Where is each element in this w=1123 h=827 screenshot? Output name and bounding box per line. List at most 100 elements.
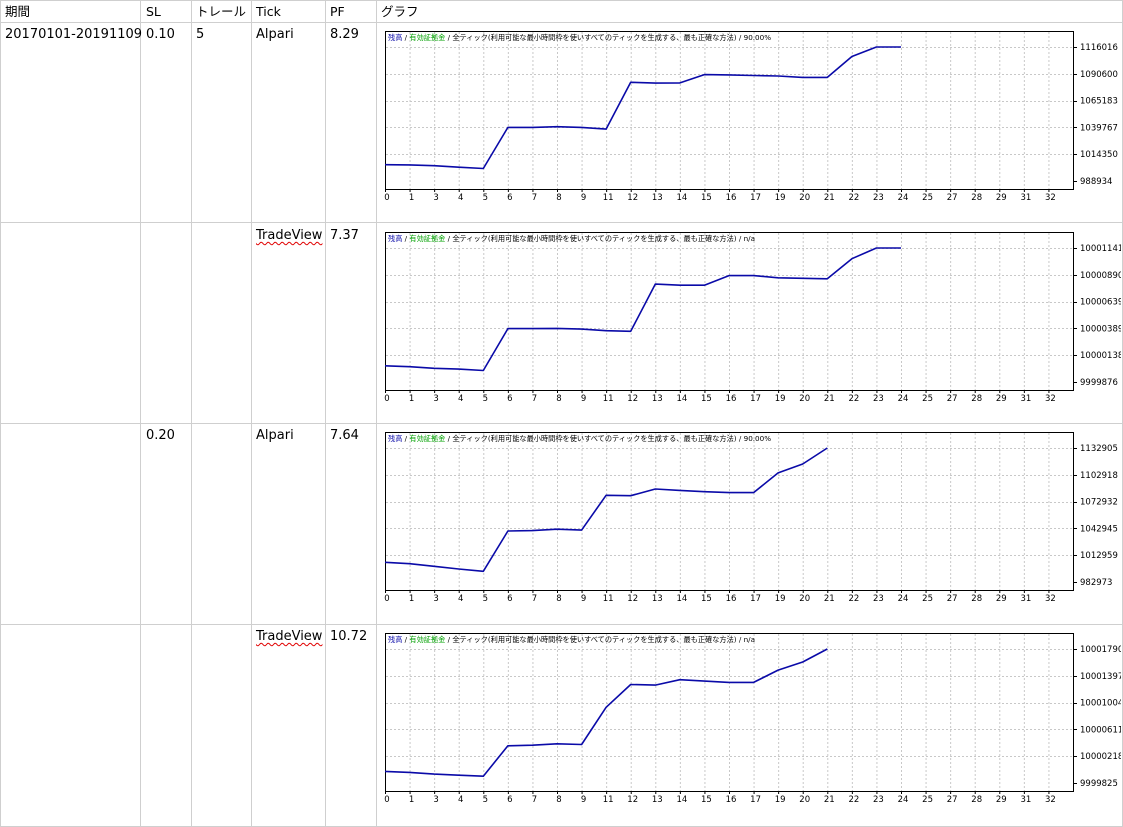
x-tick-label: 22 bbox=[848, 795, 859, 805]
x-tick-label: 19 bbox=[775, 193, 786, 203]
y-tick-label: 1012959 bbox=[1080, 551, 1118, 561]
legend-margin: 有効証拠金 bbox=[409, 635, 445, 644]
x-tick-label: 3 bbox=[433, 394, 438, 404]
y-tick-label: 9999825 bbox=[1080, 779, 1118, 789]
y-tick-label: 1132905 bbox=[1080, 444, 1118, 454]
x-tick-label: 7 bbox=[532, 394, 537, 404]
grid-line bbox=[140, 0, 141, 827]
y-tick-label: 1039767 bbox=[1080, 123, 1118, 133]
x-tick-label: 22 bbox=[848, 193, 859, 203]
legend-text: 残高 / 有効証拠金 / 全ティック(利用可能な最小時間枠を使いすべてのティック… bbox=[388, 635, 755, 644]
cell-pf: 8.29 bbox=[330, 27, 359, 42]
x-tick-label: 23 bbox=[873, 193, 884, 203]
legend-quality: n/a bbox=[744, 234, 755, 243]
x-tick-label: 31 bbox=[1020, 193, 1031, 203]
x-tick-label: 8 bbox=[556, 394, 561, 404]
x-tick-label: 16 bbox=[726, 795, 737, 805]
x-tick-label: 21 bbox=[824, 193, 835, 203]
x-tick-label: 24 bbox=[898, 394, 909, 404]
header-trail: トレール bbox=[196, 4, 247, 19]
x-tick-label: 20 bbox=[799, 594, 810, 604]
x-tick-label: 9 bbox=[581, 594, 586, 604]
balance-chart-3: 1132905 1102918 1072932 1042945 1012959 98297… bbox=[381, 428, 1121, 608]
legend-sep: / bbox=[737, 434, 744, 443]
x-tick-label: 17 bbox=[750, 193, 761, 203]
x-tick-label: 20 bbox=[799, 394, 810, 404]
x-tick-label: 27 bbox=[947, 594, 958, 604]
x-tick-label: 22 bbox=[848, 394, 859, 404]
x-tick-label: 1 bbox=[409, 594, 414, 604]
grid-line bbox=[251, 0, 252, 827]
legend-balance: 残高 bbox=[388, 33, 402, 42]
x-tick-label: 29 bbox=[996, 795, 1007, 805]
y-tick-label: 10000218 bbox=[1080, 752, 1121, 762]
x-tick-label: 23 bbox=[873, 795, 884, 805]
x-tick-label: 11 bbox=[603, 394, 614, 404]
x-tick-label: 32 bbox=[1045, 394, 1056, 404]
legend-quality: 90.00% bbox=[744, 33, 772, 42]
y-tick-label: 1102918 bbox=[1080, 471, 1118, 481]
x-tick-label: 16 bbox=[726, 594, 737, 604]
x-tick-label: 28 bbox=[971, 193, 982, 203]
x-tick-label: 32 bbox=[1045, 795, 1056, 805]
cell-pf: 7.37 bbox=[330, 228, 359, 243]
legend-sep: / bbox=[737, 234, 744, 243]
x-tick-label: 5 bbox=[483, 594, 488, 604]
y-tick-label: 10000138 bbox=[1080, 351, 1121, 361]
legend-quality: 90.00% bbox=[744, 434, 772, 443]
x-tick-label: 17 bbox=[750, 594, 761, 604]
x-tick-label: 0 bbox=[384, 394, 389, 404]
x-tick-label: 21 bbox=[824, 594, 835, 604]
x-tick-label: 13 bbox=[652, 594, 663, 604]
y-tick-label: 1014350 bbox=[1080, 150, 1118, 160]
x-tick-label: 1 bbox=[409, 193, 414, 203]
cell-period: 20170101-20191109 bbox=[5, 27, 143, 42]
cell-trail: 5 bbox=[196, 27, 205, 42]
x-tick-label: 28 bbox=[971, 795, 982, 805]
x-tick-label: 5 bbox=[483, 795, 488, 805]
legend-sep: / bbox=[445, 234, 452, 243]
cell-pf: 10.72 bbox=[330, 629, 368, 644]
legend-balance: 残高 bbox=[388, 234, 402, 243]
y-tick-label: 9999876 bbox=[1080, 378, 1118, 388]
x-tick-label: 19 bbox=[775, 594, 786, 604]
x-tick-label: 3 bbox=[433, 594, 438, 604]
x-tick-label: 8 bbox=[556, 795, 561, 805]
legend-text: 残高 / 有効証拠金 / 全ティック(利用可能な最小時間枠を使いすべてのティック… bbox=[388, 434, 771, 443]
grid-line bbox=[0, 222, 1123, 223]
grid-line bbox=[0, 423, 1123, 424]
y-tick-label: 1065183 bbox=[1080, 97, 1118, 107]
x-tick-label: 6 bbox=[507, 594, 512, 604]
legend-margin: 有効証拠金 bbox=[409, 33, 445, 42]
cell-tick: TradeView bbox=[256, 228, 323, 243]
legend-sep: / bbox=[402, 33, 409, 42]
legend-balance: 残高 bbox=[388, 635, 402, 644]
x-tick-label: 24 bbox=[898, 795, 909, 805]
cell-tick: Alpari bbox=[256, 428, 294, 443]
x-tick-label: 25 bbox=[922, 394, 933, 404]
x-tick-label: 6 bbox=[507, 193, 512, 203]
x-tick-label: 15 bbox=[701, 394, 712, 404]
cell-pf: 7.64 bbox=[330, 428, 359, 443]
x-tick-label: 31 bbox=[1020, 594, 1031, 604]
x-tick-label: 6 bbox=[507, 394, 512, 404]
grid-line bbox=[0, 22, 1123, 23]
x-tick-label: 25 bbox=[922, 193, 933, 203]
header-graph: グラフ bbox=[381, 4, 419, 19]
x-tick-label: 14 bbox=[676, 795, 687, 805]
x-tick-label: 12 bbox=[627, 394, 638, 404]
cell-tick: Alpari bbox=[256, 27, 294, 42]
x-tick-label: 4 bbox=[458, 193, 463, 203]
x-tick-label: 14 bbox=[676, 394, 687, 404]
x-tick-label: 31 bbox=[1020, 795, 1031, 805]
x-tick-label: 5 bbox=[483, 394, 488, 404]
x-tick-label: 19 bbox=[775, 795, 786, 805]
x-tick-label: 16 bbox=[726, 193, 737, 203]
balance-line bbox=[384, 447, 828, 573]
x-tick-label: 7 bbox=[532, 193, 537, 203]
x-tick-label: 11 bbox=[603, 594, 614, 604]
cell-sl: 0.20 bbox=[146, 428, 175, 443]
y-tick-label: 10000890 bbox=[1080, 271, 1121, 281]
y-tick-label: 10000389 bbox=[1080, 324, 1121, 334]
y-tick-label: 1116016 bbox=[1080, 43, 1118, 53]
